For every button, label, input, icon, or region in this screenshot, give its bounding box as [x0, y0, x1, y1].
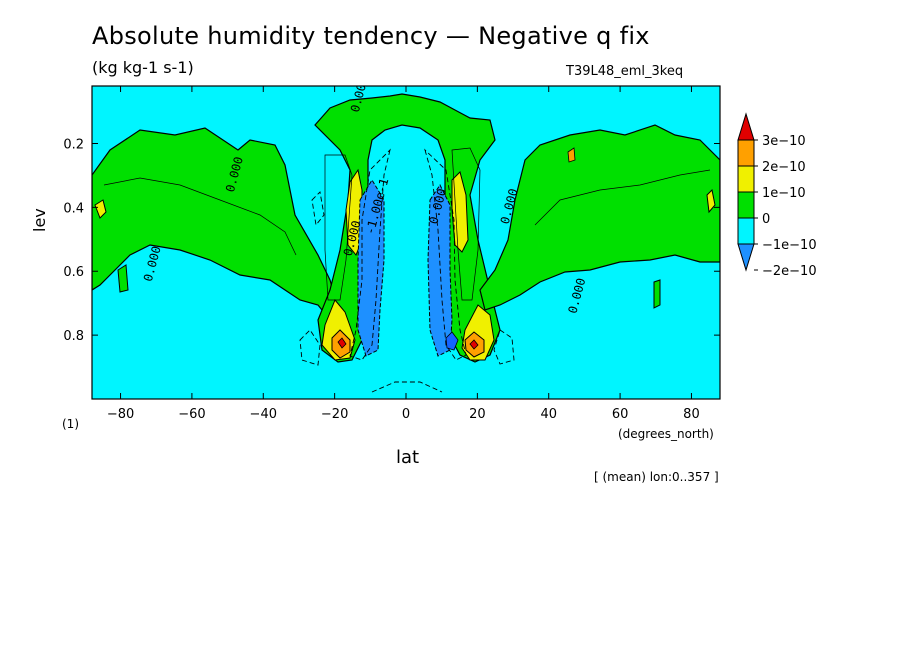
x-tick-label: 40 — [540, 407, 557, 422]
colorbar-swatch-bottom — [737, 243, 755, 272]
contour-dashed-south-1 — [349, 148, 391, 361]
y-unit-note: (1) — [62, 417, 79, 431]
x-axis-label: lat — [396, 447, 420, 468]
x-tick-label: 80 — [683, 407, 700, 422]
region-green-spot-sw — [117, 264, 129, 293]
contour-dashed-west — [311, 191, 325, 227]
contour-thin-south — [103, 177, 297, 256]
x-tick-label: −40 — [250, 407, 277, 422]
contour-thin-north — [534, 169, 711, 226]
colorbar-swatch — [737, 139, 755, 167]
colorbar-label: 3e−10 — [762, 134, 806, 149]
y-tick-label: 0.2 — [63, 137, 84, 152]
x-tick-label: −60 — [178, 407, 205, 422]
contour-thin-south-loop — [324, 154, 353, 301]
colorbar-label: 0 — [762, 212, 770, 227]
region-northern-extratropics — [479, 124, 720, 311]
region-yellow-west-edge — [94, 199, 107, 219]
colorbar-swatch — [737, 165, 755, 193]
colorbar-swatch — [737, 217, 755, 245]
region-yellow-east-edge — [706, 188, 716, 214]
y-tick-label: 0.6 — [63, 265, 84, 280]
contour-dashed-bottom — [371, 381, 443, 393]
colorbar-swatch-top — [737, 112, 755, 141]
region-red-south-peak — [337, 337, 347, 349]
colorbar-swatch — [737, 191, 755, 219]
colorbar: −2e−10 −1e−10 0 1e−10 2e−10 3e−10 — [737, 112, 817, 279]
run-name: T39L48_eml_3keq — [566, 64, 684, 79]
chart-title: Absolute humidity tendency — Negative q … — [92, 22, 650, 50]
x-tick-label: 0 — [402, 407, 410, 422]
y-tick-label: 0.4 — [63, 201, 84, 216]
region-blue-south-min — [357, 179, 385, 357]
x-tick-label: 60 — [612, 407, 629, 422]
contour-dashed-north-2 — [493, 329, 515, 365]
region-dark-blue-spot — [445, 331, 459, 351]
contour-thin-north-loop — [451, 147, 481, 301]
colorbar-label: −2e−10 — [762, 264, 817, 279]
colorbar-label: 2e−10 — [762, 160, 806, 175]
y-axis: 0.2 0.4 0.6 0.8 — [63, 137, 720, 344]
x-tick-label: −80 — [107, 407, 134, 422]
region-green-spot-ne — [653, 279, 661, 309]
region-red-north-peak — [469, 339, 479, 350]
x-units: (degrees_north) — [618, 427, 714, 441]
x-tick-label: 20 — [469, 407, 486, 422]
x-axis: −80 −60 −40 −20 0 20 40 60 80 — [107, 86, 700, 422]
y-tick-label: 0.8 — [63, 329, 84, 344]
x-tick-label: −20 — [321, 407, 348, 422]
contour-dashed-north-1 — [424, 148, 467, 361]
contour-dashed-south-2 — [299, 329, 321, 366]
colorbar-label: 1e−10 — [762, 186, 806, 201]
colorbar-label: −1e−10 — [762, 238, 817, 253]
footnote: [ (mean) lon:0..357 ] — [594, 470, 719, 484]
region-yellow-north-upper — [451, 171, 469, 253]
chart-units: (kg kg-1 s-1) — [92, 58, 194, 77]
region-orange-spot-ne — [567, 147, 576, 163]
